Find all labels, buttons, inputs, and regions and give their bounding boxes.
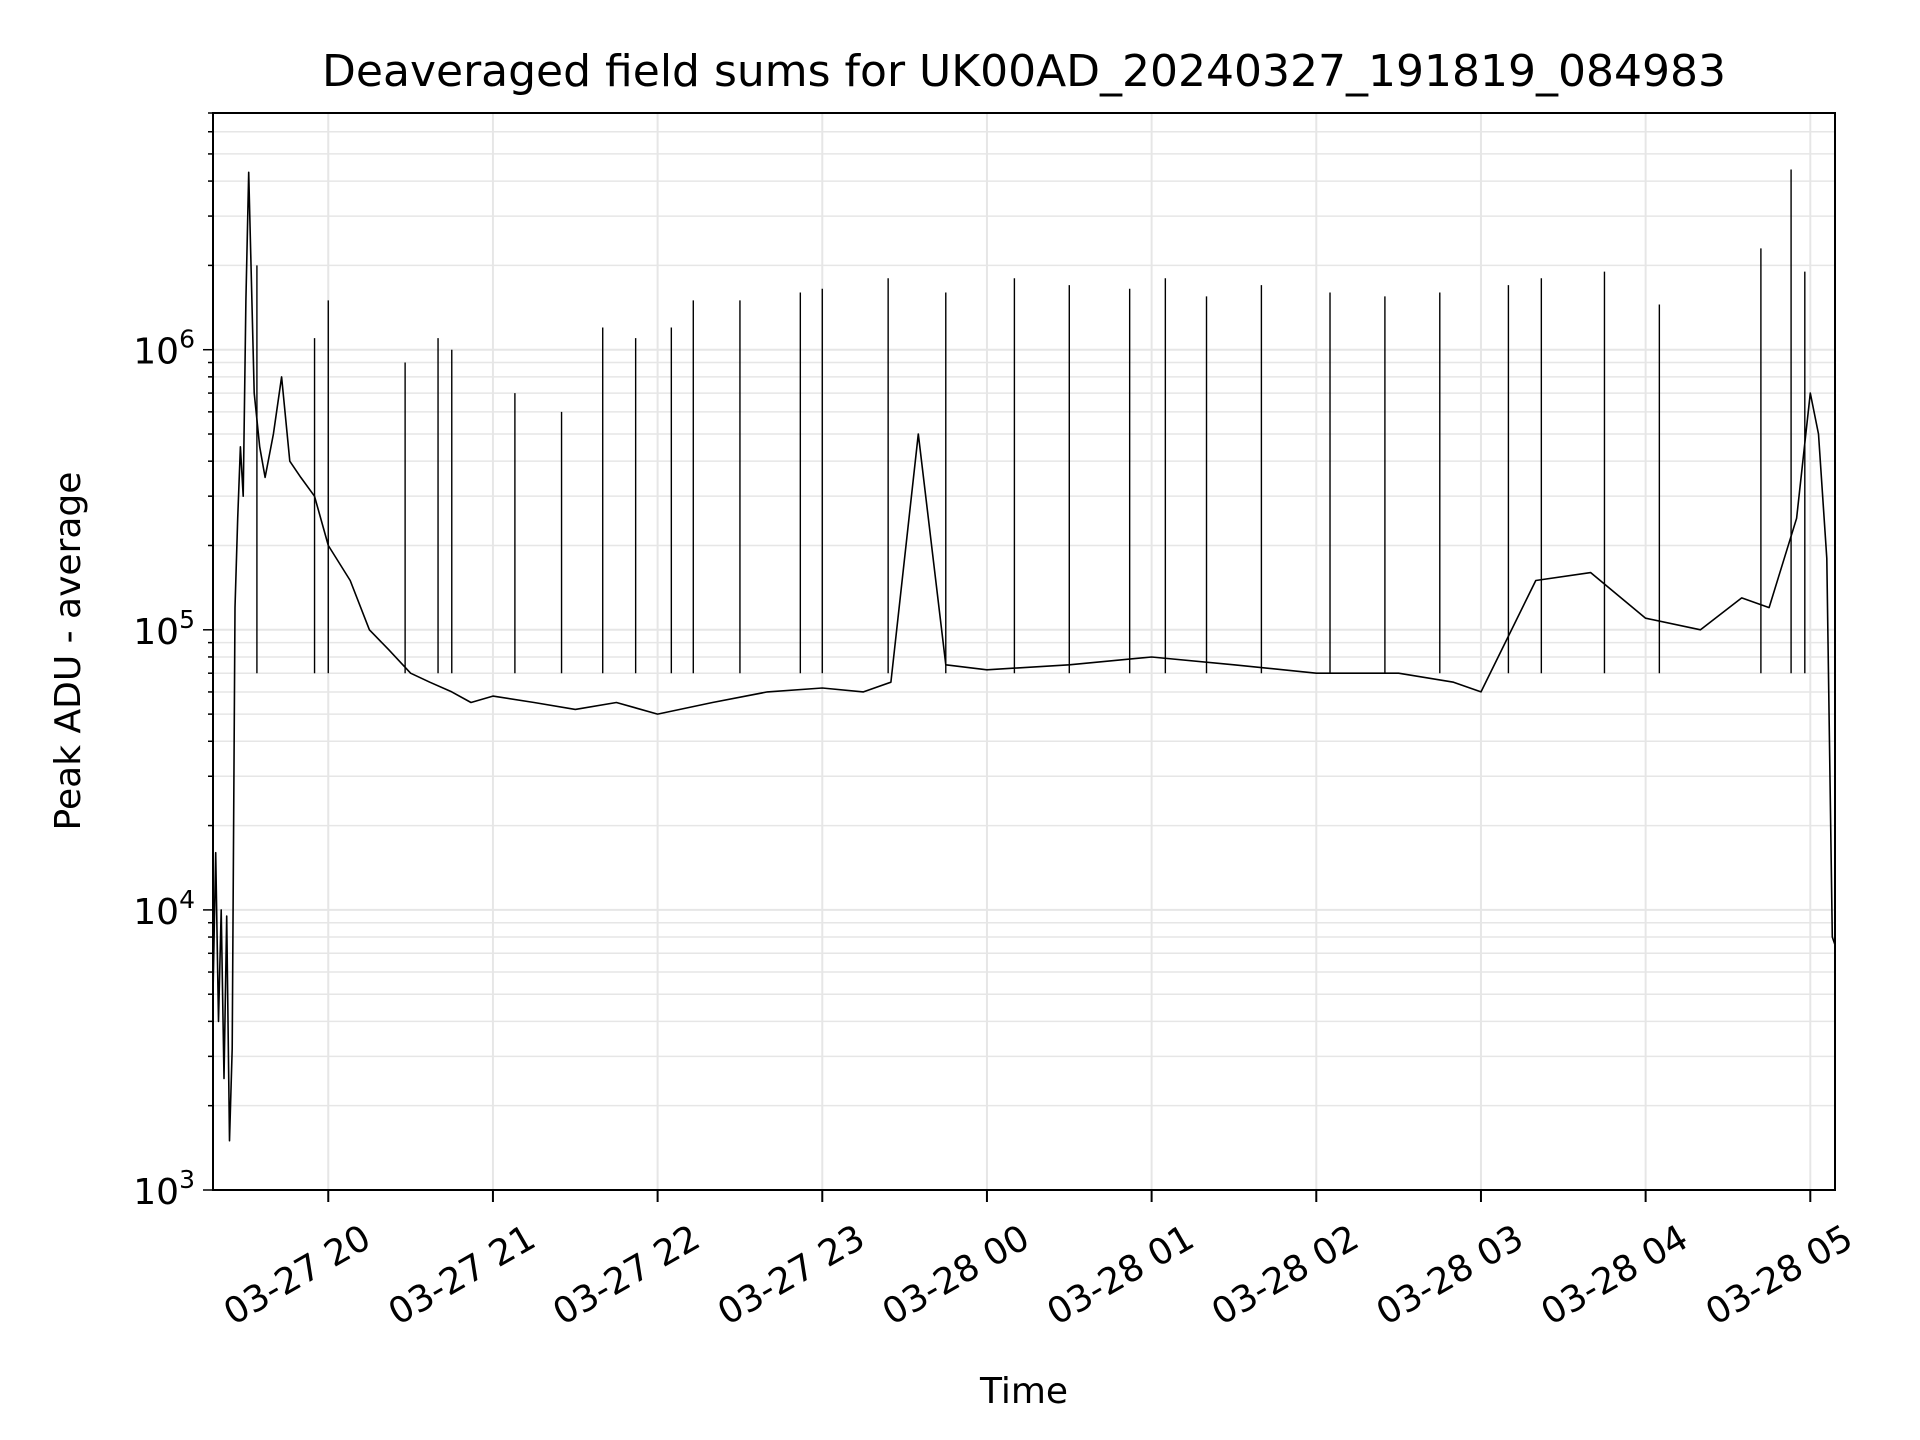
- x-axis: 03-27 20 03-27 21 03-27 22 03-27 23 03-28 00…: [217, 1190, 1860, 1334]
- x-tick-label: 03-28 05: [1699, 1217, 1860, 1333]
- series-line: [212, 171, 1836, 1142]
- y-tick-exponent: 4: [179, 885, 195, 914]
- y-tick-exponent: 5: [179, 605, 195, 634]
- grid: [213, 112, 1835, 1191]
- y-tick-base: 10: [133, 612, 179, 653]
- y-tick-exponent: 6: [179, 325, 195, 354]
- x-tick-label: 03-27 23: [711, 1217, 872, 1333]
- x-tick-label: 03-28 00: [876, 1217, 1037, 1333]
- x-tick-label: 03-27 20: [217, 1217, 378, 1333]
- y-axis-label: Peak ADU - average: [48, 472, 89, 831]
- x-tick-label: 03-28 04: [1534, 1217, 1695, 1333]
- y-tick-base: 10: [133, 892, 179, 933]
- y-tick-label: 106: [133, 325, 195, 373]
- x-tick-label: 03-28 02: [1205, 1217, 1366, 1333]
- y-tick-label: 105: [133, 605, 195, 653]
- y-tick-exponent: 3: [179, 1165, 195, 1194]
- x-tick-label: 03-27 22: [546, 1217, 707, 1333]
- x-tick-label: 03-27 21: [382, 1217, 543, 1333]
- plot-frame: [212, 112, 1836, 1191]
- y-tick-label: 104: [133, 885, 195, 933]
- series-line-group: [212, 169, 1836, 1142]
- x-tick-label: 03-28 03: [1370, 1217, 1531, 1333]
- y-tick-base: 10: [133, 1172, 179, 1213]
- x-axis-label: Time: [979, 1371, 1068, 1412]
- x-tick-label: 03-28 01: [1040, 1217, 1201, 1333]
- y-tick-label: 103: [133, 1165, 195, 1213]
- chart-title: Deaveraged field sums for UK00AD_2024032…: [322, 46, 1726, 97]
- y-tick-base: 10: [133, 332, 179, 373]
